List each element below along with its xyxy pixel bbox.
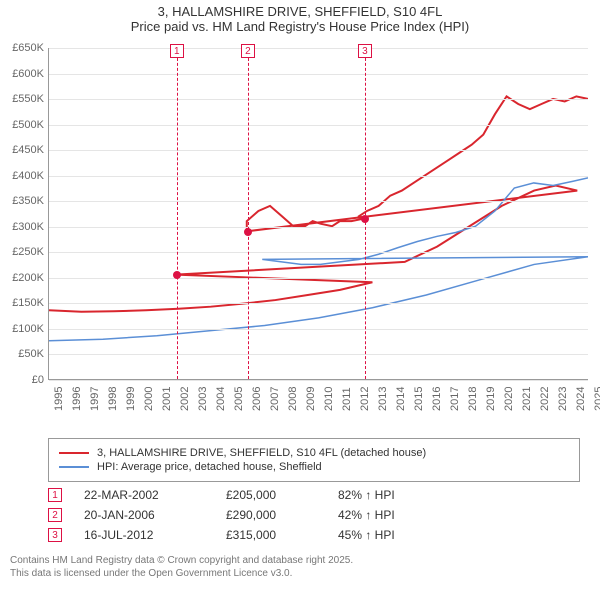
chart-container: 1995 1996 1997 1998 1999 2000 2001 2002 2003 2004… [0, 40, 600, 430]
plot-area: 1995199619971998199920002001200220032004… [48, 48, 588, 380]
sale-price: £290,000 [226, 508, 316, 522]
x-axis-label: 2015 [413, 387, 425, 411]
gridline [49, 74, 588, 75]
legend-swatch [59, 452, 89, 454]
sale-point-marker [244, 228, 252, 236]
y-axis-label: £250K [0, 246, 44, 258]
x-axis-label: 1995 [53, 387, 65, 411]
gridline [49, 201, 588, 202]
x-axis-label: 2006 [251, 387, 263, 411]
gridline [49, 303, 588, 304]
sale-hpi-diff: 45% ↑ HPI [338, 528, 395, 542]
x-axis-label: 2000 [143, 387, 155, 411]
sale-row: 3 16-JUL-2012 £315,000 45% ↑ HPI [48, 528, 600, 542]
x-axis-label: 2013 [377, 387, 389, 411]
x-axis-label: 2011 [341, 387, 353, 411]
legend-row: HPI: Average price, detached house, Shef… [59, 461, 569, 473]
x-axis-label: 2016 [431, 387, 443, 411]
x-axis-label: 2017 [449, 387, 461, 411]
y-axis-label: £300K [0, 221, 44, 233]
sale-price: £315,000 [226, 528, 316, 542]
y-axis-label: £650K [0, 42, 44, 54]
x-axis-label: 2018 [467, 387, 479, 411]
sale-price: £205,000 [226, 488, 316, 502]
gridline [49, 252, 588, 253]
x-axis-label: 2001 [161, 387, 173, 411]
gridline [49, 176, 588, 177]
x-axis-label: 2022 [539, 387, 551, 411]
x-axis-label: 2009 [305, 387, 317, 411]
sale-date: 16-JUL-2012 [84, 528, 204, 542]
chart-title-line2: Price paid vs. HM Land Registry's House … [0, 19, 600, 40]
y-axis-label: £150K [0, 297, 44, 309]
x-axis-label: 1998 [107, 387, 119, 411]
y-axis-label: £50K [0, 348, 44, 360]
y-axis-label: £500K [0, 119, 44, 131]
x-axis-label: 2010 [323, 387, 335, 411]
x-axis-label: 2008 [287, 387, 299, 411]
sales-list: 1 22-MAR-2002 £205,000 82% ↑ HPI 2 20-JAN-200… [0, 488, 600, 542]
gridline [49, 48, 588, 49]
event-marker: 2 [241, 44, 255, 58]
x-axis-label: 2014 [395, 387, 407, 411]
event-marker: 1 [170, 44, 184, 58]
y-axis-label: £600K [0, 68, 44, 80]
footer-line2: This data is licensed under the Open Gov… [10, 567, 590, 580]
x-axis-label: 2025 [593, 387, 600, 411]
x-axis-label: 1997 [89, 387, 101, 411]
x-axis-label: 2023 [557, 387, 569, 411]
sale-number-badge: 1 [48, 488, 62, 502]
gridline [49, 380, 588, 381]
x-axis-label: 1999 [125, 387, 137, 411]
legend-label: 3, HALLAMSHIRE DRIVE, SHEFFIELD, S10 4FL… [97, 447, 426, 459]
sale-date: 20-JAN-2006 [84, 508, 204, 522]
x-axis-label: 2021 [521, 387, 533, 411]
legend-box: 3, HALLAMSHIRE DRIVE, SHEFFIELD, S10 4FL… [48, 438, 580, 482]
sale-hpi-diff: 82% ↑ HPI [338, 488, 395, 502]
sale-row: 2 20-JAN-2006 £290,000 42% ↑ HPI [48, 508, 600, 522]
y-axis-label: £450K [0, 144, 44, 156]
chart-title-line1: 3, HALLAMSHIRE DRIVE, SHEFFIELD, S10 4FL [0, 0, 600, 19]
y-axis-label: £400K [0, 170, 44, 182]
y-axis-label: £200K [0, 272, 44, 284]
footer-attribution: Contains HM Land Registry data © Crown c… [10, 554, 590, 580]
event-line [177, 48, 178, 379]
x-axis-label: 2004 [215, 387, 227, 411]
x-axis-label: 2005 [233, 387, 245, 411]
x-axis-label: 2019 [485, 387, 497, 411]
gridline [49, 150, 588, 151]
x-axis-label: 2007 [269, 387, 281, 411]
gridline [49, 278, 588, 279]
legend-swatch [59, 466, 89, 468]
y-axis-label: £550K [0, 93, 44, 105]
gridline [49, 99, 588, 100]
series-line [49, 96, 588, 311]
gridline [49, 125, 588, 126]
x-axis-label: 2012 [359, 387, 371, 411]
legend-row: 3, HALLAMSHIRE DRIVE, SHEFFIELD, S10 4FL… [59, 447, 569, 459]
event-line [248, 48, 249, 379]
sale-point-marker [361, 215, 369, 223]
sale-row: 1 22-MAR-2002 £205,000 82% ↑ HPI [48, 488, 600, 502]
x-axis-label: 2024 [575, 387, 587, 411]
y-axis-label: £0 [0, 374, 44, 386]
y-axis-label: £350K [0, 195, 44, 207]
sale-hpi-diff: 42% ↑ HPI [338, 508, 395, 522]
gridline [49, 227, 588, 228]
x-axis-label: 1996 [71, 387, 83, 411]
footer-line1: Contains HM Land Registry data © Crown c… [10, 554, 590, 567]
y-axis-label: £100K [0, 323, 44, 335]
gridline [49, 354, 588, 355]
x-axis-label: 2002 [179, 387, 191, 411]
x-axis-label: 2020 [503, 387, 515, 411]
sale-point-marker [173, 271, 181, 279]
x-axis-label: 2003 [197, 387, 209, 411]
legend-label: HPI: Average price, detached house, Shef… [97, 461, 322, 473]
sale-number-badge: 2 [48, 508, 62, 522]
gridline [49, 329, 588, 330]
event-line [365, 48, 366, 379]
event-marker: 3 [358, 44, 372, 58]
sale-date: 22-MAR-2002 [84, 488, 204, 502]
sale-number-badge: 3 [48, 528, 62, 542]
